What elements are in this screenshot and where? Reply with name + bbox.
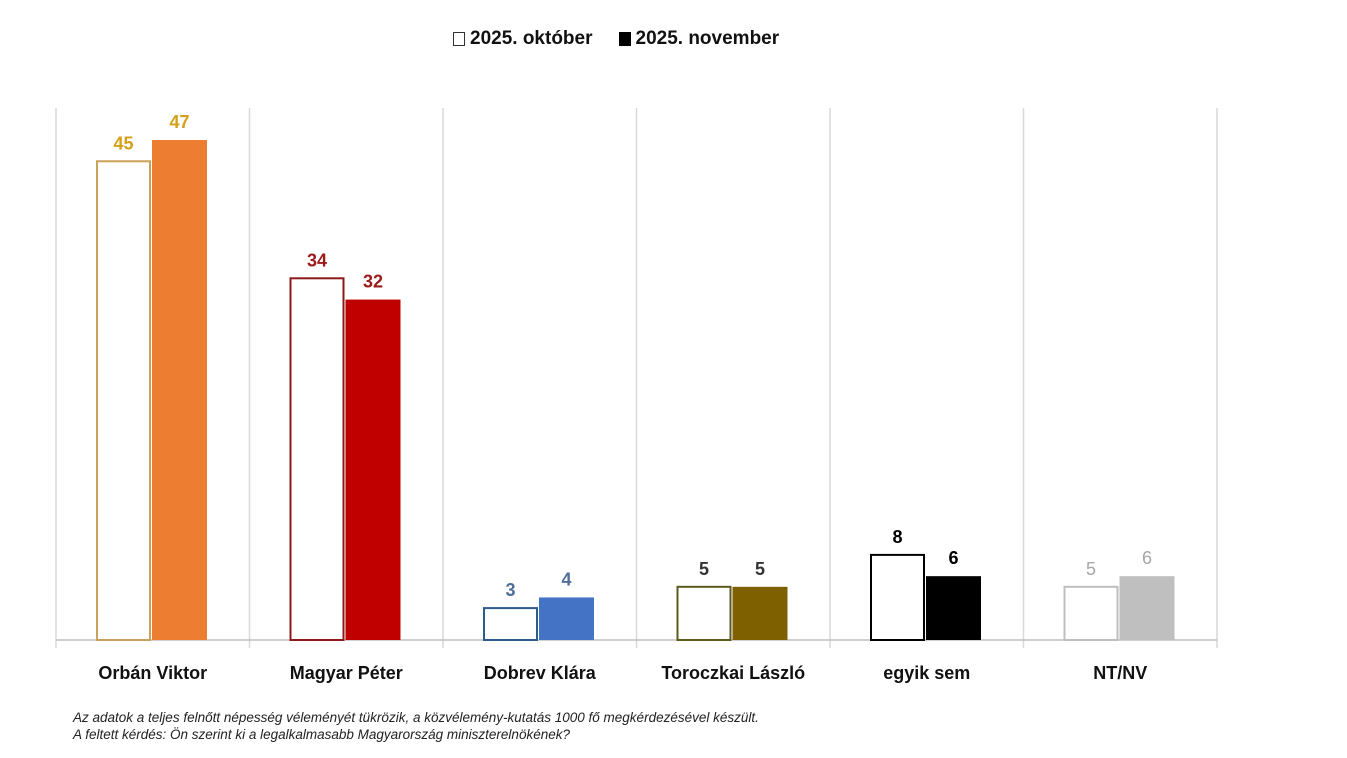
category-label: Magyar Péter bbox=[290, 663, 403, 683]
footnote: Az adatok a teljes felnőtt népesség véle… bbox=[73, 709, 759, 743]
data-label-november: 47 bbox=[169, 112, 189, 132]
bar-november bbox=[152, 140, 207, 640]
data-label-november: 6 bbox=[1142, 548, 1152, 568]
category-label: Toroczkai László bbox=[661, 663, 805, 683]
category-label: Orbán Viktor bbox=[98, 663, 207, 683]
data-label-october: 5 bbox=[1086, 559, 1096, 579]
bar-november bbox=[345, 299, 401, 640]
bar-november bbox=[539, 597, 594, 640]
bar-november bbox=[732, 586, 788, 640]
data-label-october: 3 bbox=[505, 580, 515, 600]
footnote-line-1: Az adatok a teljes felnőtt népesség véle… bbox=[73, 710, 759, 725]
bar-october bbox=[1063, 585, 1119, 642]
bar-october bbox=[483, 607, 538, 641]
data-label-november: 6 bbox=[948, 548, 958, 568]
legend-label-october: 2025. október bbox=[470, 28, 593, 49]
data-label-november: 32 bbox=[363, 272, 383, 292]
legend: 2025. október 2025. november bbox=[453, 28, 779, 50]
bar-october bbox=[289, 277, 345, 641]
data-label-october: 5 bbox=[699, 559, 709, 579]
bar-october bbox=[870, 553, 925, 641]
bar-november bbox=[1119, 576, 1175, 640]
bar-november bbox=[926, 576, 981, 640]
bar-october bbox=[96, 160, 151, 642]
data-label-october: 45 bbox=[113, 133, 133, 153]
category-label: egyik sem bbox=[883, 663, 970, 683]
footnote-line-2: A feltett kérdés: Ön szerint ki a legalk… bbox=[73, 727, 570, 742]
legend-item-october: 2025. október bbox=[453, 28, 593, 50]
legend-swatch-november bbox=[618, 32, 631, 46]
legend-item-november: 2025. november bbox=[618, 28, 780, 50]
category-label: NT/NV bbox=[1093, 663, 1147, 683]
bar-october bbox=[676, 585, 732, 642]
legend-swatch-october bbox=[453, 32, 465, 46]
data-label-october: 8 bbox=[892, 527, 902, 547]
data-label-november: 5 bbox=[755, 559, 765, 579]
category-label: Dobrev Klára bbox=[484, 663, 597, 683]
data-label-november: 4 bbox=[561, 569, 571, 589]
legend-label-november: 2025. november bbox=[635, 28, 780, 49]
data-label-october: 34 bbox=[307, 250, 327, 270]
